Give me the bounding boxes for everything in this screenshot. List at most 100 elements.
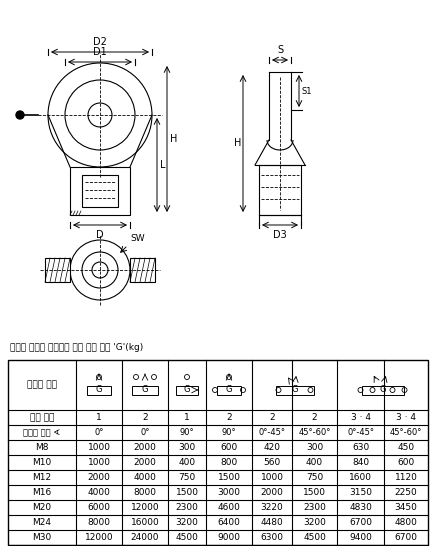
Text: 1000: 1000 xyxy=(88,443,110,452)
Text: 4000: 4000 xyxy=(88,488,110,497)
Text: 400: 400 xyxy=(306,458,323,467)
Text: 2: 2 xyxy=(142,413,148,422)
Text: 300: 300 xyxy=(178,443,196,452)
Text: M12: M12 xyxy=(32,473,51,482)
Text: M16: M16 xyxy=(32,488,51,497)
Text: D2: D2 xyxy=(93,37,107,47)
Text: 3150: 3150 xyxy=(349,488,372,497)
Text: 600: 600 xyxy=(220,443,238,452)
Bar xyxy=(259,165,301,215)
Bar xyxy=(276,385,313,395)
Text: 1600: 1600 xyxy=(349,473,372,482)
Text: 2300: 2300 xyxy=(303,503,326,512)
Text: 3 · 4: 3 · 4 xyxy=(351,413,371,422)
Text: 800: 800 xyxy=(220,458,238,467)
Text: 6300: 6300 xyxy=(260,533,283,542)
Text: 6000: 6000 xyxy=(88,503,110,512)
Text: G: G xyxy=(142,385,148,395)
Text: 9400: 9400 xyxy=(349,533,372,542)
Text: 6700: 6700 xyxy=(349,518,372,527)
Text: M10: M10 xyxy=(32,458,51,467)
Text: S: S xyxy=(277,45,283,55)
Text: 2000: 2000 xyxy=(133,458,157,467)
Text: SW: SW xyxy=(130,234,145,243)
Text: 1: 1 xyxy=(184,413,190,422)
Text: 1000: 1000 xyxy=(260,473,283,482)
Text: 6700: 6700 xyxy=(395,533,418,542)
Text: 3220: 3220 xyxy=(261,503,283,512)
Text: 1500: 1500 xyxy=(303,488,326,497)
Bar xyxy=(8,360,428,545)
Bar xyxy=(87,385,111,395)
Text: M30: M30 xyxy=(32,533,51,542)
Text: 4800: 4800 xyxy=(395,518,417,527)
Bar xyxy=(130,258,155,282)
Text: 12000: 12000 xyxy=(85,533,113,542)
Text: 45°-60°: 45°-60° xyxy=(298,428,330,437)
Text: 840: 840 xyxy=(352,458,369,467)
Text: 450: 450 xyxy=(398,443,415,452)
Text: 1500: 1500 xyxy=(218,473,241,482)
Text: M8: M8 xyxy=(35,443,49,452)
Text: 420: 420 xyxy=(263,443,280,452)
Text: G: G xyxy=(379,385,386,395)
Text: 0°-45°: 0°-45° xyxy=(259,428,286,437)
Text: 8000: 8000 xyxy=(88,518,110,527)
Text: 0°-45°: 0°-45° xyxy=(347,428,374,437)
Text: 0°: 0° xyxy=(140,428,150,437)
Text: 2: 2 xyxy=(312,413,317,422)
Circle shape xyxy=(16,111,24,119)
Text: S1: S1 xyxy=(301,86,311,96)
Text: 코드 숫자: 코드 숫자 xyxy=(30,413,54,422)
Text: 2000: 2000 xyxy=(133,443,157,452)
Text: 스위벨 앵글 ∢: 스위벨 앵글 ∢ xyxy=(24,428,61,437)
Bar xyxy=(132,385,158,395)
Text: H: H xyxy=(170,134,177,144)
Bar xyxy=(45,258,70,282)
Text: 3450: 3450 xyxy=(395,503,417,512)
Text: 3 · 4: 3 · 4 xyxy=(396,413,416,422)
Text: 4500: 4500 xyxy=(176,533,198,542)
Text: 다양한 스토퍼 종류에서 최대 운송 무게 'G'(kg): 다양한 스토퍼 종류에서 최대 운송 무게 'G'(kg) xyxy=(10,343,143,353)
Text: 16000: 16000 xyxy=(131,518,160,527)
Text: 1500: 1500 xyxy=(176,488,198,497)
Bar xyxy=(361,385,403,395)
Text: 750: 750 xyxy=(178,473,196,482)
Text: 3200: 3200 xyxy=(303,518,326,527)
Text: 2300: 2300 xyxy=(176,503,198,512)
Text: 90°: 90° xyxy=(221,428,236,437)
Text: 1: 1 xyxy=(96,413,102,422)
Text: 2250: 2250 xyxy=(395,488,417,497)
Text: M24: M24 xyxy=(33,518,51,527)
Text: 2000: 2000 xyxy=(88,473,110,482)
Bar xyxy=(70,167,130,215)
Text: 0°: 0° xyxy=(94,428,104,437)
Text: 630: 630 xyxy=(352,443,369,452)
Text: 400: 400 xyxy=(178,458,196,467)
Text: 750: 750 xyxy=(306,473,323,482)
Text: 2: 2 xyxy=(269,413,275,422)
Text: 스토퍼 종류: 스토퍼 종류 xyxy=(27,381,57,389)
Text: 9000: 9000 xyxy=(218,533,241,542)
Text: 4480: 4480 xyxy=(261,518,283,527)
Text: D: D xyxy=(96,230,104,240)
Bar xyxy=(176,385,198,395)
Text: 4600: 4600 xyxy=(218,503,240,512)
Text: 8000: 8000 xyxy=(133,488,157,497)
Text: 1000: 1000 xyxy=(88,458,110,467)
Text: 45°-60°: 45°-60° xyxy=(390,428,422,437)
Text: 2000: 2000 xyxy=(261,488,283,497)
Text: 4000: 4000 xyxy=(133,473,157,482)
Bar xyxy=(217,385,241,395)
Text: M20: M20 xyxy=(32,503,51,512)
Text: 300: 300 xyxy=(306,443,323,452)
Text: 600: 600 xyxy=(397,458,415,467)
Text: 3200: 3200 xyxy=(176,518,198,527)
Text: L: L xyxy=(160,160,166,170)
Text: 3000: 3000 xyxy=(218,488,241,497)
Text: 6400: 6400 xyxy=(218,518,240,527)
Text: 560: 560 xyxy=(263,458,281,467)
Text: G: G xyxy=(96,385,102,395)
Text: G: G xyxy=(291,385,298,395)
Text: 24000: 24000 xyxy=(131,533,159,542)
